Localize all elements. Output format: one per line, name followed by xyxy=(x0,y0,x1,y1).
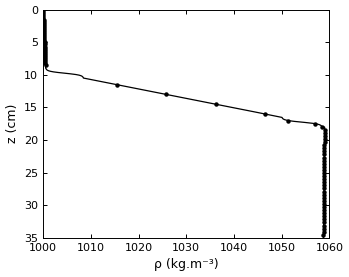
X-axis label: ρ (kg.m⁻³): ρ (kg.m⁻³) xyxy=(154,258,218,271)
Y-axis label: z (cm): z (cm) xyxy=(6,104,18,143)
